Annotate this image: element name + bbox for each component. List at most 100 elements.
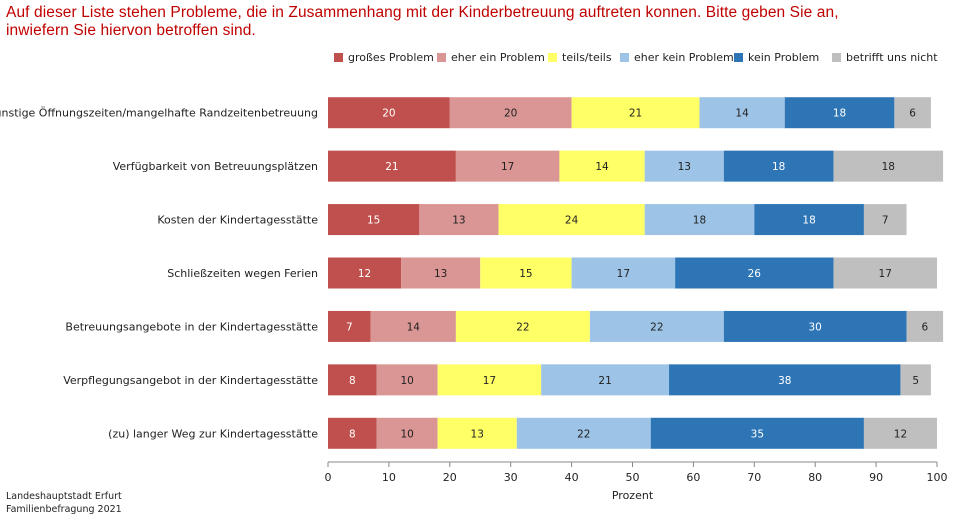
data-label: 17 xyxy=(501,161,514,173)
bar-segment xyxy=(437,364,542,396)
category-label: Verfügbarkeit von Betreuungsplätzen xyxy=(113,160,318,173)
category-label: Kosten der Kindertagesstätte xyxy=(157,214,318,227)
data-label: 12 xyxy=(358,268,371,280)
legend-swatch xyxy=(437,52,446,62)
data-label: 38 xyxy=(778,375,791,387)
data-label: 17 xyxy=(617,268,630,280)
data-label: 8 xyxy=(349,428,356,440)
data-label: 6 xyxy=(921,321,928,333)
chart-title: Auf dieser Liste stehen Probleme, die in… xyxy=(6,4,906,40)
bar-segment xyxy=(644,204,755,236)
bar-segment xyxy=(449,97,572,129)
data-label: 26 xyxy=(748,268,762,280)
bar-segment xyxy=(376,417,438,449)
x-tick-label: 40 xyxy=(565,471,579,484)
data-label: 14 xyxy=(595,161,609,173)
bar-segment xyxy=(784,97,895,129)
data-label: 7 xyxy=(882,215,889,227)
bar-segment xyxy=(328,204,420,236)
bar-segment xyxy=(571,257,676,289)
x-tick-label: 0 xyxy=(325,471,332,484)
data-label: 13 xyxy=(452,215,465,227)
data-label: 18 xyxy=(882,161,895,173)
legend-swatch xyxy=(334,52,343,62)
bar-segment xyxy=(650,417,864,449)
data-label: 15 xyxy=(367,215,380,227)
bar-segment xyxy=(419,204,499,236)
category-label: Schließzeiten wegen Ferien xyxy=(167,267,318,280)
chart-title-line-1: Auf dieser Liste stehen Probleme, die in… xyxy=(6,4,839,21)
data-label: 20 xyxy=(382,108,395,120)
x-axis-label: Prozent xyxy=(612,489,654,502)
bar-segment xyxy=(833,150,944,182)
data-label: 17 xyxy=(483,375,496,387)
bar-segment xyxy=(328,257,402,289)
category-label: ungünstige Öffnungszeiten/mangelhafte Ra… xyxy=(0,107,318,120)
x-tick-label: 20 xyxy=(443,471,457,484)
bar-segment xyxy=(863,204,907,236)
data-label: 7 xyxy=(346,321,353,333)
x-tick-label: 30 xyxy=(504,471,518,484)
category-label: Verpflegungsangebot in der Kindertagesst… xyxy=(63,374,318,387)
bar-segment xyxy=(455,150,560,182)
data-label: 18 xyxy=(802,215,815,227)
bar-segment xyxy=(328,417,377,449)
data-label: 21 xyxy=(629,108,642,120)
bar-segment xyxy=(516,417,651,449)
data-label: 18 xyxy=(772,161,785,173)
legend-item: betrifft uns nicht xyxy=(832,51,938,64)
legend-label: großes Problem xyxy=(348,51,434,64)
bar-segment xyxy=(328,150,456,182)
bar-segment xyxy=(401,257,481,289)
data-label: 17 xyxy=(879,268,892,280)
legend-item: eher kein Problem xyxy=(620,51,734,64)
bar-segment xyxy=(699,97,785,129)
legend-swatch xyxy=(620,52,629,62)
x-tick-label: 60 xyxy=(686,471,700,484)
legend-swatch xyxy=(548,52,557,62)
bar-segment xyxy=(370,310,456,342)
data-label: 5 xyxy=(912,375,919,387)
bar-segment xyxy=(541,364,670,396)
data-label: 24 xyxy=(565,215,579,227)
bar-segment xyxy=(675,257,834,289)
data-label: 13 xyxy=(678,161,691,173)
data-label: 22 xyxy=(650,321,663,333)
data-label: 13 xyxy=(471,428,484,440)
legend-item: großes Problem xyxy=(334,51,434,64)
bar-segment xyxy=(669,364,901,396)
data-label: 21 xyxy=(598,375,611,387)
x-tick-label: 80 xyxy=(808,471,822,484)
source-line-2: Familienbefragung 2021 xyxy=(6,504,122,515)
bar-segment xyxy=(480,257,572,289)
data-label: 14 xyxy=(735,108,749,120)
bar-segment xyxy=(328,310,371,342)
bar-segment xyxy=(723,310,907,342)
bar-segment xyxy=(754,204,864,236)
data-label: 13 xyxy=(434,268,447,280)
legend-item: kein Problem xyxy=(734,51,819,64)
data-label: 14 xyxy=(407,321,421,333)
data-label: 18 xyxy=(833,108,846,120)
legend-swatch xyxy=(734,52,743,62)
legend-item: eher ein Problem xyxy=(437,51,545,64)
x-tick-label: 90 xyxy=(869,471,883,484)
data-label: 18 xyxy=(693,215,706,227)
data-label: 21 xyxy=(385,161,398,173)
bar-segment xyxy=(328,364,377,396)
bar-segment xyxy=(894,97,931,129)
data-label: 6 xyxy=(909,108,916,120)
bar-segment xyxy=(900,364,931,396)
data-label: 22 xyxy=(516,321,529,333)
x-tick-label: 100 xyxy=(927,471,948,484)
bar-segment xyxy=(455,310,590,342)
data-label: 10 xyxy=(400,428,413,440)
data-label: 22 xyxy=(577,428,590,440)
category-label: (zu) langer Weg zur Kindertagesstätte xyxy=(108,427,318,440)
bar-segment xyxy=(498,204,645,236)
legend-label: kein Problem xyxy=(748,51,820,64)
bar-segment xyxy=(559,150,645,182)
bar-segment xyxy=(723,150,834,182)
source-line-1: Landeshauptstadt Erfurt xyxy=(6,491,122,502)
